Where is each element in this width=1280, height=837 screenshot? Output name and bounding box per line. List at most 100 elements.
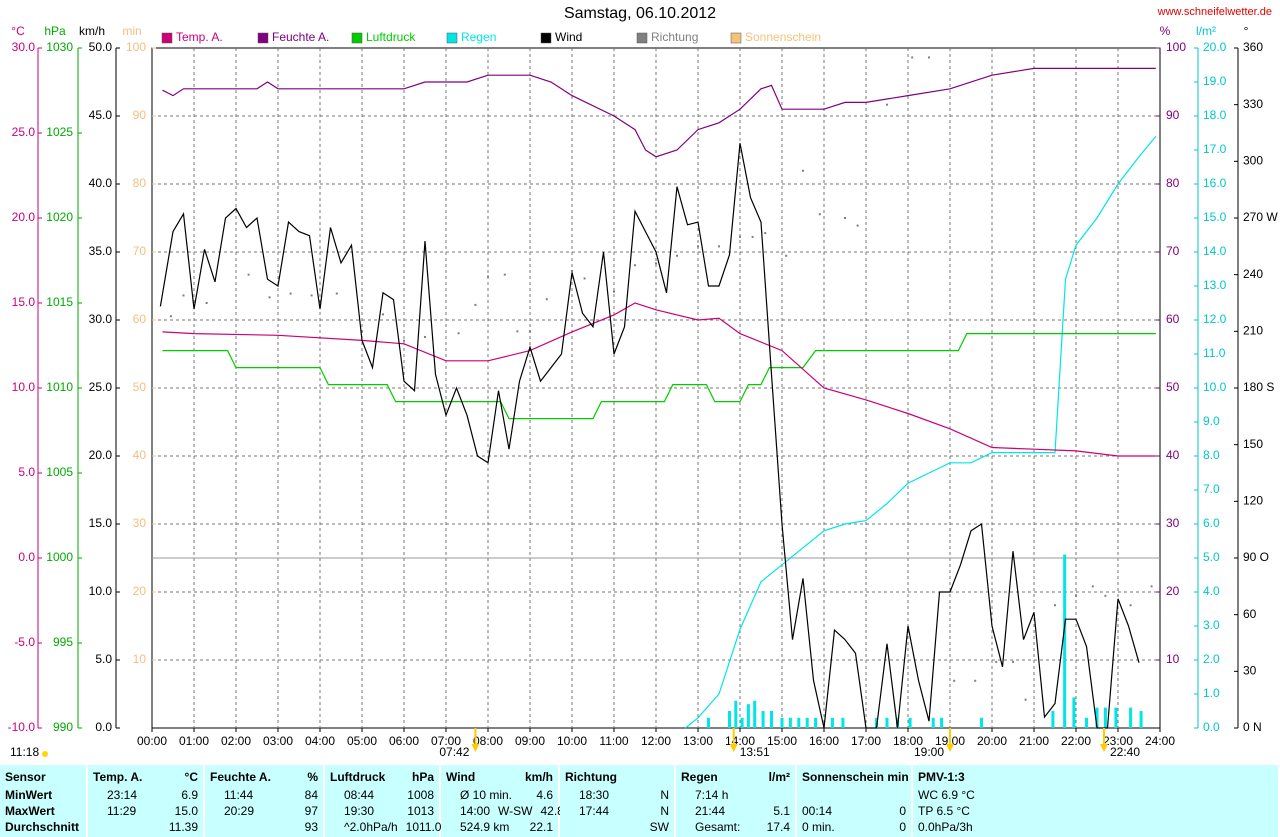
table-row: MinWert [5, 787, 81, 803]
y-tick-label: 20 [1166, 584, 1180, 598]
dot [697, 245, 699, 248]
table-cell: 93 [304, 820, 318, 834]
header-cell: Feuchte A. [210, 770, 271, 784]
table-row: Ø 10 min. 4.6 [446, 787, 553, 803]
dot [382, 313, 384, 316]
cell-group: 0.0hPa/3h [918, 819, 973, 835]
table-cell: 22.1 [529, 820, 553, 834]
annotation: 13:51 [740, 745, 770, 759]
x-tick-label: 09:00 [515, 734, 545, 748]
table-cell: 0 min. [802, 820, 835, 834]
table-column: PMV-1:3 WC 6.9 °C TP 6.5 °C 0.0hPa/3h [913, 765, 1278, 837]
table-cell: 97 [304, 804, 318, 818]
cell-group: 6.9 [173, 787, 198, 803]
cell-group: 22.1 [522, 819, 553, 835]
y-tick-label: 70 [133, 244, 147, 258]
axis-unit: l/m² [1196, 24, 1216, 38]
table-cell: WC 6.9 °C [918, 788, 975, 802]
y-tick-label: 16.0 [1203, 176, 1227, 190]
y-tick-label: 990 [53, 720, 73, 734]
table-row: 7:14 h [681, 787, 790, 803]
bar [980, 717, 983, 728]
y-tick-label: 17.0 [1203, 142, 1227, 156]
header-cell: Richtung [565, 770, 617, 784]
y-tick-label: 0 N [1243, 720, 1262, 734]
bar [1063, 554, 1067, 728]
header-unit: °C [184, 770, 198, 784]
bar [1095, 707, 1099, 728]
cell-group: 1013 [399, 803, 434, 819]
sun-icon [42, 751, 48, 757]
dot [247, 273, 250, 276]
bar [931, 717, 935, 728]
axis-unit: hPa [44, 24, 66, 38]
cell-group: WC 6.9 °C [918, 787, 975, 803]
dot [310, 294, 313, 297]
y-tick-label: 10 [133, 652, 147, 666]
annotation: 07:42 [439, 745, 469, 759]
bar [761, 711, 765, 728]
bar [1114, 707, 1118, 728]
table-row: 20:29 97 [210, 803, 318, 819]
table-row: ^2.0hPa/h 1011.0 [330, 819, 441, 835]
table-column: Wind km/h Ø 10 min. 4.6 14:00 W-SW 42.8 524.9 k… [441, 765, 564, 837]
cell-group: 20:29 [210, 803, 254, 819]
series-line [685, 136, 1157, 729]
y-tick-label: 25.0 [12, 125, 36, 139]
axis-unit: % [1160, 24, 1171, 38]
legend-swatch [351, 32, 363, 44]
table-cell: 17.4 [766, 820, 790, 834]
table-header: Wind km/h [446, 765, 553, 787]
axis-unit: km/h [79, 24, 105, 38]
bar [875, 717, 878, 728]
x-tick-label: 11:00 [599, 734, 628, 748]
header-cell: PMV-1:3 [918, 770, 965, 784]
table-row: 0.0hPa/3h [918, 819, 1273, 835]
y-tick-label: 60 [133, 312, 147, 326]
dot [634, 264, 636, 267]
bar [1129, 707, 1133, 728]
y-tick-label: 360 [1243, 40, 1263, 54]
y-tick-label: 180 S [1243, 380, 1274, 394]
cell-group: 0 min. [802, 819, 835, 835]
y-tick-label: 15.0 [12, 295, 36, 309]
dot [995, 660, 998, 663]
table-header: Richtung [565, 765, 669, 787]
table-cell: 11:29 [107, 804, 137, 818]
cell-group: 11.39 [161, 819, 198, 835]
table-row: 0 min. 0 [802, 819, 906, 835]
bar [770, 711, 773, 728]
legend-label: Feuchte A. [272, 30, 329, 44]
dot [928, 56, 930, 59]
x-tick-label: 06:00 [389, 734, 419, 748]
dot [1075, 594, 1077, 597]
table-cell: 23:14 [107, 788, 138, 802]
sun-marker [1100, 744, 1109, 752]
y-tick-label: 20.0 [12, 210, 36, 224]
table-cell: 0 [899, 820, 906, 834]
table-header: Sonnenschein min [802, 765, 909, 787]
y-tick-label: 330 [1243, 97, 1263, 111]
dot [487, 275, 489, 278]
y-tick-label: 19.0 [1203, 74, 1227, 88]
dot [785, 254, 788, 257]
y-tick-label: 100 [1166, 40, 1186, 54]
y-tick-label: 210 [1243, 324, 1263, 338]
table-row: 14:00 W-SW 42.8 [446, 803, 564, 819]
bar [740, 717, 744, 728]
header-unit: % [307, 770, 318, 784]
bar [841, 717, 845, 728]
y-tick-label: 240 [1243, 267, 1263, 281]
series-line [162, 67, 1156, 158]
bar [1051, 711, 1055, 728]
dot [571, 269, 573, 272]
bar [885, 717, 889, 728]
y-tick-label: 20 [133, 584, 147, 598]
header-unit: km/h [524, 770, 553, 784]
x-tick-label: 22:00 [1061, 734, 1091, 748]
y-tick-label: 10 [1166, 652, 1180, 666]
y-tick-label: 5.0 [1203, 550, 1220, 564]
y-tick-label: 1020 [46, 210, 73, 224]
header-cell: Luftdruck [330, 770, 386, 784]
table-row: 18:30 N [565, 787, 669, 803]
